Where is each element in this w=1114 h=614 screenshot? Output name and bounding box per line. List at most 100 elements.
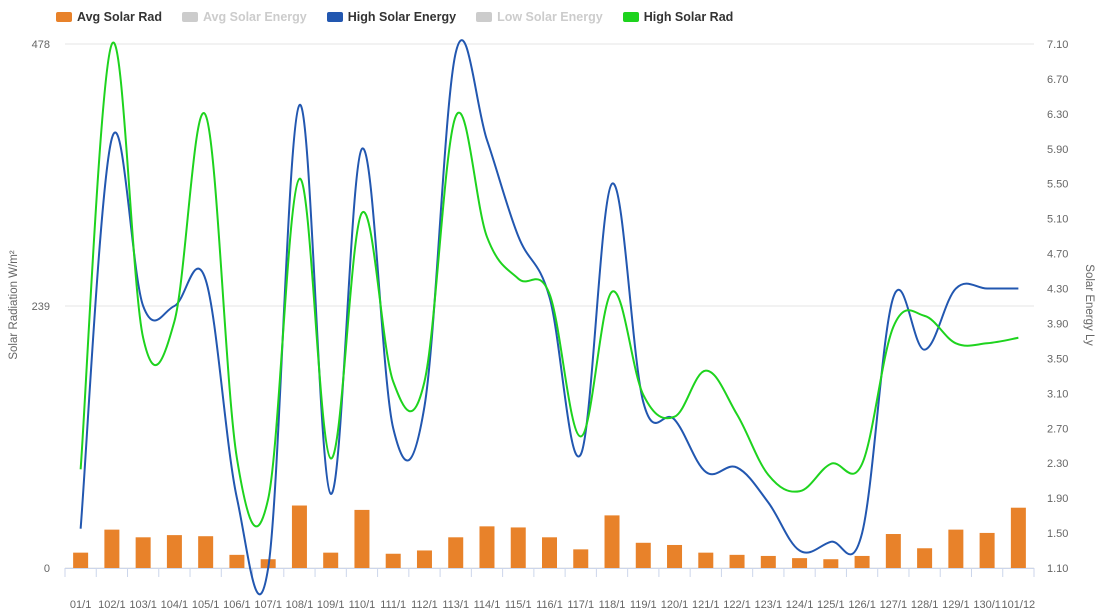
legend-label: Low Solar Energy xyxy=(497,10,603,24)
x-tick-label: 114/1 xyxy=(474,599,501,611)
x-axis-ticks: 01/1 102/1 103/1 104/1 105/1 106/1 107/1 108/1 1… xyxy=(70,599,1035,611)
bar[interactable] xyxy=(948,529,964,568)
bar[interactable] xyxy=(135,537,151,568)
x-tick-label: 118/1 xyxy=(599,599,626,611)
bar[interactable] xyxy=(104,529,120,568)
y-right-tick-label: 3.10 xyxy=(1047,388,1068,400)
x-tick-label: 123/1 xyxy=(755,599,783,611)
legend-item-low-solar-energy[interactable]: Low Solar Energy xyxy=(476,10,603,24)
legend-label: High Solar Energy xyxy=(347,10,457,24)
x-tick-label: 109/1 xyxy=(317,599,345,611)
y-right-tick-label: 5.50 xyxy=(1047,179,1068,191)
bar[interactable] xyxy=(698,552,714,568)
bar[interactable] xyxy=(1010,507,1026,568)
legend-label: Avg Solar Energy xyxy=(202,10,307,24)
y-right-tick-label: 4.70 xyxy=(1047,249,1068,261)
y-right-tick-label: 1.90 xyxy=(1047,493,1068,505)
bar[interactable] xyxy=(573,549,589,568)
line-high-solar-energy[interactable] xyxy=(79,39,1019,596)
y-right-tick-label: 5.10 xyxy=(1047,214,1068,226)
bar[interactable] xyxy=(729,554,745,568)
legend-item-avg-solar-energy[interactable]: Avg Solar Energy xyxy=(181,10,307,24)
legend-swatch xyxy=(56,12,72,22)
bar[interactable] xyxy=(542,537,557,568)
bar[interactable] xyxy=(73,552,89,568)
bar[interactable] xyxy=(385,553,401,568)
legend-swatch xyxy=(622,12,639,22)
bar[interactable] xyxy=(323,552,339,568)
legend-swatch xyxy=(476,12,493,22)
y-right-tick-label: 4.30 xyxy=(1047,284,1068,296)
series-lines xyxy=(79,39,1019,596)
y-axis-left-title: Solar Radiation W/m² xyxy=(8,250,20,359)
bar[interactable] xyxy=(229,554,245,568)
x-tick-label: 110/1 xyxy=(349,599,376,611)
x-tick-label: 105/1 xyxy=(192,599,220,611)
bar[interactable] xyxy=(917,548,933,568)
x-tick-label: 108/1 xyxy=(286,599,314,611)
y-left-tick-label: 239 xyxy=(32,301,50,313)
x-tick-label: 119/1 xyxy=(630,599,657,611)
y-left-tick-label: 478 xyxy=(32,39,50,51)
x-tick-label: 121/1 xyxy=(692,599,720,611)
y-right-tick-label: 6.70 xyxy=(1047,74,1068,86)
y-right-tick-label: 1.10 xyxy=(1047,563,1068,575)
x-tick-label: 120/1 xyxy=(661,599,689,611)
x-tick-label: 101/12 xyxy=(1002,599,1036,611)
bar[interactable] xyxy=(885,534,901,568)
bar[interactable] xyxy=(823,559,839,568)
x-tick-label: 103/1 xyxy=(129,599,157,611)
bar[interactable] xyxy=(979,532,995,568)
bar[interactable] xyxy=(510,527,526,568)
y-axis-right-title: Solar Energy Ly xyxy=(1083,264,1095,346)
bar[interactable] xyxy=(635,542,651,568)
x-tick-label: 124/1 xyxy=(786,599,814,611)
bar[interactable] xyxy=(667,544,683,568)
bar[interactable] xyxy=(479,526,495,568)
y-right-tick-label: 2.30 xyxy=(1047,458,1068,470)
y-right-tick-label: 3.50 xyxy=(1047,353,1068,365)
y-right-tick-label: 2.70 xyxy=(1047,423,1068,435)
x-tick-label: 112/1 xyxy=(411,599,438,611)
x-tick-label: 115/1 xyxy=(505,599,532,611)
bar[interactable] xyxy=(198,536,214,568)
x-tick-label: 116/1 xyxy=(536,599,563,611)
legend-swatch xyxy=(326,12,343,22)
x-tick-label: 117/1 xyxy=(567,599,594,611)
bar[interactable] xyxy=(792,558,808,568)
x-tick-label: 01/1 xyxy=(70,599,91,611)
y-axis-right-ticks: 1.10 1.50 1.90 2.30 2.70 3.10 3.50 3.90 4.30 4.70… xyxy=(1047,39,1068,575)
x-tick-label: 107/1 xyxy=(254,599,282,611)
x-tick-label: 104/1 xyxy=(161,599,189,611)
y-left-tick-label: 0 xyxy=(44,563,50,575)
legend-label: Avg Solar Rad xyxy=(77,10,162,24)
x-tick-label: 128/1 xyxy=(911,599,939,611)
bar[interactable] xyxy=(166,535,182,568)
x-tick-label: 106/1 xyxy=(223,599,251,611)
chart-legend: Avg Solar Rad Avg Solar Energy High Solar … xyxy=(56,10,733,24)
x-tick-label: 111/1 xyxy=(380,599,406,611)
bar[interactable] xyxy=(854,555,870,568)
legend-label: High Solar Rad xyxy=(643,10,734,24)
x-tick-label: 126/1 xyxy=(848,599,876,611)
bar[interactable] xyxy=(354,509,370,568)
bar[interactable] xyxy=(448,537,464,568)
y-right-tick-label: 1.50 xyxy=(1047,528,1068,540)
y-right-tick-label: 6.30 xyxy=(1047,109,1068,121)
x-tick-label: 113/1 xyxy=(442,599,469,611)
x-tick-label: 102/1 xyxy=(98,599,126,611)
x-tick-label: 125/1 xyxy=(817,599,845,611)
legend-swatch xyxy=(181,12,198,22)
legend-item-avg-solar-rad[interactable]: Avg Solar Rad xyxy=(56,10,162,24)
line-high-solar-rad[interactable] xyxy=(79,41,1019,528)
bar[interactable] xyxy=(416,550,432,568)
bar[interactable] xyxy=(760,555,776,568)
x-tick-label: 130/1 xyxy=(973,599,1001,611)
avg-solar-rad-bars xyxy=(73,505,1026,568)
bar[interactable] xyxy=(604,515,620,568)
legend-item-high-solar-rad[interactable]: High Solar Rad xyxy=(622,10,734,24)
legend-item-high-solar-energy[interactable]: High Solar Energy xyxy=(326,10,457,24)
bar[interactable] xyxy=(291,505,307,568)
y-right-tick-label: 3.90 xyxy=(1047,318,1068,330)
